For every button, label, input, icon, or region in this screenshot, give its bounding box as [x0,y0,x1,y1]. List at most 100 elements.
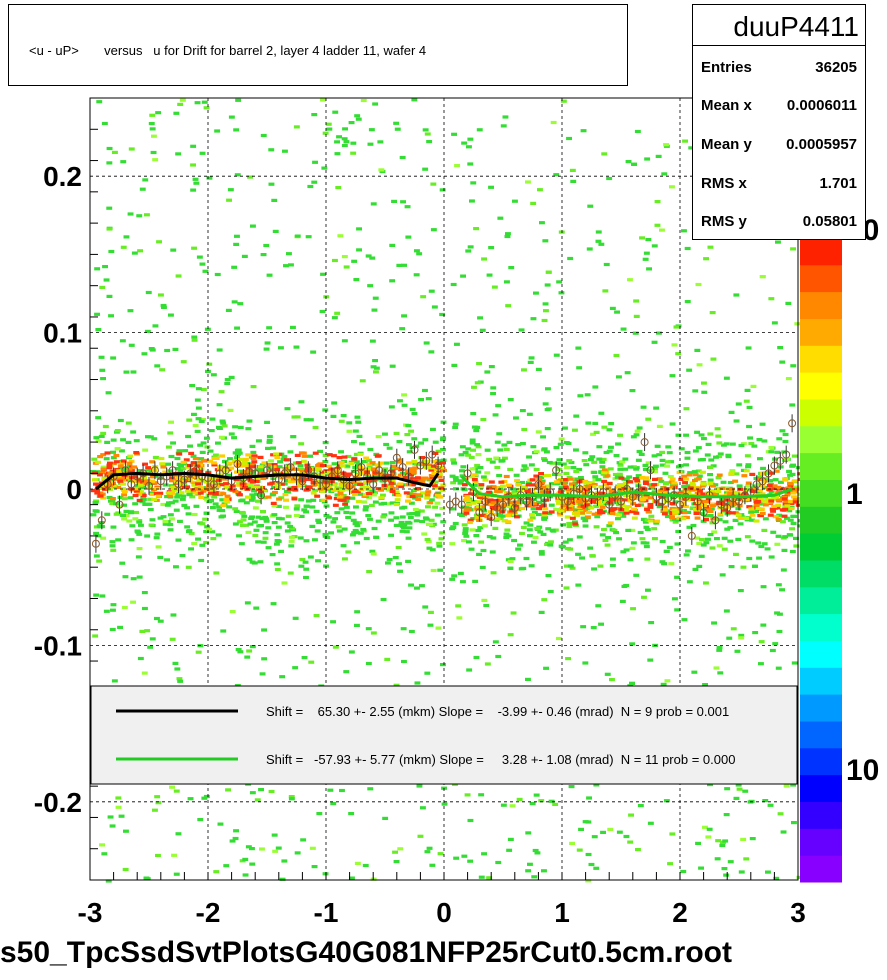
heatmap-cell [569,841,575,845]
heatmap-cell [164,348,171,353]
heatmap-cell-dense [151,497,158,501]
heatmap-cell [272,849,279,853]
heatmap-cell [780,520,786,524]
heatmap-cell [672,520,679,524]
heatmap-cell [222,465,228,469]
heatmap-cell-dense [640,498,647,502]
heatmap-cell-dense [771,484,778,488]
heatmap-cell [537,530,544,534]
heatmap-cell [331,401,338,405]
heatmap-cell-dense [184,489,191,493]
heatmap-cell-dense [782,507,788,511]
heatmap-cell [302,560,309,564]
heatmap-cell [370,631,377,635]
heatmap-cell [674,542,681,546]
heatmap-cell-dense [466,502,473,507]
heatmap-cell-dense [703,518,709,522]
heatmap-cell [465,453,471,457]
heatmap-cell [550,120,557,125]
heatmap-cell [96,559,103,563]
heatmap-cell [95,439,102,443]
profile-point [457,500,466,509]
heatmap-cell-dense [132,487,139,491]
heatmap-cell [790,783,797,787]
heatmap-cell [759,275,766,279]
heatmap-cell [123,829,129,833]
profile-point [552,466,561,475]
heatmap-cell-dense [669,477,676,481]
heatmap-cell-dense [151,487,157,492]
heatmap-cell [656,331,662,335]
heatmap-cell-dense [682,481,688,485]
heatmap-cell-dense [405,469,411,474]
heatmap-cell [497,516,504,520]
heatmap-cell [169,501,175,505]
heatmap-cell [297,536,304,540]
heatmap-cell [716,518,723,522]
heatmap-cell [691,670,698,674]
heatmap-cell [591,835,598,839]
heatmap-cell [603,450,610,455]
heatmap-cell [177,679,184,683]
heatmap-cell [605,536,611,540]
heatmap-cell [721,867,728,871]
palette-segment [800,721,842,749]
heatmap-cell [221,424,228,428]
heatmap-cell [470,412,477,416]
heatmap-cell [513,416,519,420]
heatmap-cell [467,859,474,863]
heatmap-cell [725,453,732,457]
heatmap-cell [582,820,589,824]
heatmap-cell [330,620,336,624]
heatmap-cell [609,564,616,568]
heatmap-cell [458,453,465,457]
heatmap-cell [465,249,472,253]
heatmap-cell-dense [662,491,669,496]
heatmap-cell [607,827,614,831]
heatmap-cell [495,860,502,865]
heatmap-cell [593,783,600,787]
heatmap-cell [738,443,745,448]
heatmap-cell-dense [624,505,631,509]
heatmap-cell-dense [507,500,513,504]
heatmap-cell-dense [226,461,233,465]
heatmap-cell [713,517,720,521]
heatmap-cell [260,133,267,138]
heatmap-cell [651,454,658,458]
heatmap-cell [556,458,563,462]
heatmap-cell-dense [305,485,311,489]
heatmap-cell [90,513,97,517]
profile-point [233,459,242,468]
heatmap-cell-dense [579,511,586,515]
heatmap-cell [600,830,606,834]
heatmap-cell [100,377,106,381]
heatmap-cell-dense [576,500,583,504]
heatmap-cell-dense [560,482,567,486]
heatmap-cell [756,475,763,479]
heatmap-cell [723,813,730,817]
heatmap-cell-dense [100,483,106,487]
heatmap-cell [349,876,355,880]
heatmap-cell [567,538,573,542]
heatmap-cell [96,100,103,104]
heatmap-cell [241,514,248,518]
heatmap-cell [469,528,476,532]
heatmap-cell-dense [310,480,317,485]
heatmap-cell [651,244,658,248]
heatmap-cell-dense [283,498,289,502]
heatmap-cell [439,188,446,192]
heatmap-cell [735,537,742,541]
heatmap-cell [126,519,133,523]
heatmap-cell [182,449,189,453]
heatmap-cell [621,584,628,588]
heatmap-cell [540,532,547,536]
heatmap-cell [94,267,101,271]
heatmap-cell [728,565,735,569]
heatmap-cell [130,370,137,374]
heatmap-cell [180,477,186,481]
heatmap-cell [738,633,745,637]
heatmap-cell [504,234,511,239]
heatmap-cell [231,300,238,304]
heatmap-cell-dense [223,497,230,502]
heatmap-cell [768,555,775,559]
